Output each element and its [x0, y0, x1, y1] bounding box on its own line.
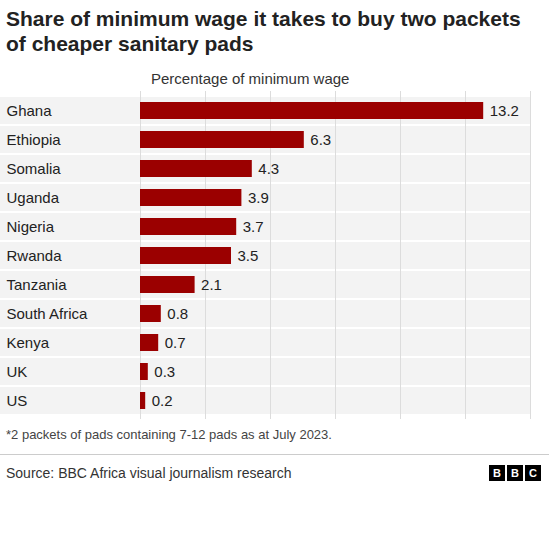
- svg-text:Kenya: Kenya: [7, 334, 50, 351]
- svg-text:3.5: 3.5: [238, 247, 259, 264]
- svg-text:0.3: 0.3: [154, 363, 175, 380]
- svg-text:US: US: [7, 392, 28, 409]
- svg-text:Somalia: Somalia: [7, 160, 62, 177]
- html-text:C: C: [529, 467, 537, 479]
- html-text:Source: BBC Africa visual jour: Source: BBC Africa visual journalism res…: [6, 465, 292, 481]
- svg-text:UK: UK: [7, 363, 28, 380]
- svg-text:0.7: 0.7: [165, 334, 186, 351]
- html-text:Percentage of minimum wage: Percentage of minimum wage: [151, 70, 350, 87]
- svg-text:6.3: 6.3: [310, 131, 331, 148]
- html-text:B: B: [493, 467, 501, 479]
- html-text:B: B: [511, 467, 519, 479]
- svg-text:Uganda: Uganda: [7, 189, 60, 206]
- svg-text:Nigeria: Nigeria: [7, 218, 55, 235]
- svg-text:4.3: 4.3: [258, 160, 279, 177]
- svg-text:0.8: 0.8: [167, 305, 188, 322]
- html-text:Share of minimum wage it takes: Share of minimum wage it takes to buy tw…: [6, 7, 521, 55]
- svg-text:3.7: 3.7: [243, 218, 264, 235]
- svg-text:2.1: 2.1: [201, 276, 222, 293]
- html-text:*2 packets of pads containing: *2 packets of pads containing 7-12 pads …: [6, 427, 332, 442]
- svg-text:Rwanda: Rwanda: [7, 247, 63, 264]
- svg-text:Tanzania: Tanzania: [7, 276, 68, 293]
- svg-text:3.9: 3.9: [248, 189, 269, 206]
- svg-text:13.2: 13.2: [490, 102, 519, 119]
- svg-text:South Africa: South Africa: [7, 305, 89, 322]
- svg-text:Ghana: Ghana: [7, 102, 53, 119]
- svg-text:Ethiopia: Ethiopia: [7, 131, 62, 148]
- svg-text:0.2: 0.2: [152, 392, 173, 409]
